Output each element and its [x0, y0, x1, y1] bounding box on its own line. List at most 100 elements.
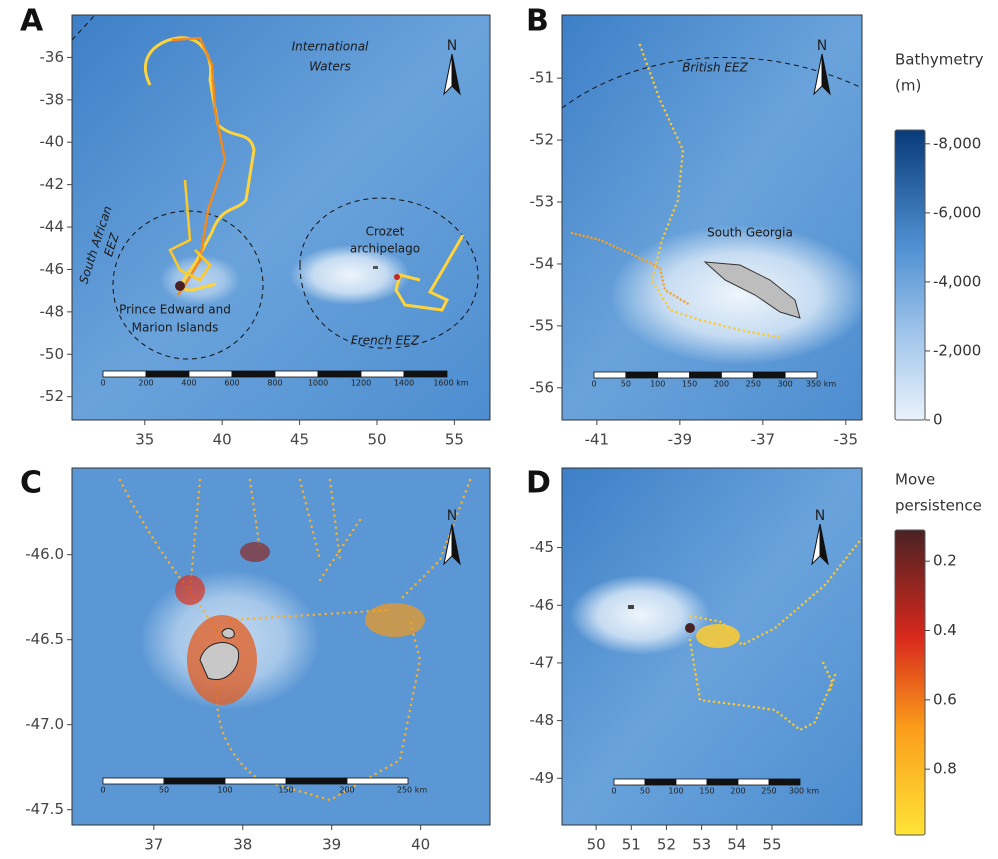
- island: [685, 623, 695, 633]
- x-tick-label: 50: [587, 836, 606, 854]
- x-tick-label: -35: [834, 431, 859, 449]
- scale-bar-segment: [164, 778, 225, 784]
- scale-bar-label: 300: [778, 380, 793, 389]
- scale-bar-segment: [189, 371, 232, 377]
- scale-bar-label: 150: [682, 380, 697, 389]
- scale-bar-segment: [738, 779, 769, 785]
- colorbar-label: 0.4: [933, 621, 957, 639]
- colorbar: [895, 130, 925, 420]
- y-tick-label: -49: [530, 769, 555, 787]
- y-tick-label: -48: [530, 711, 555, 729]
- scale-bar-label: 250: [746, 380, 761, 389]
- scale-bar-label: 1600 km: [433, 379, 469, 388]
- scale-bar-label: 150: [278, 786, 293, 795]
- y-tick-label: -54: [530, 254, 555, 272]
- scale-bar-label: 1000: [308, 379, 328, 388]
- scale-bar-label: 200: [339, 786, 354, 795]
- x-tick-label: -39: [668, 431, 693, 449]
- annotation: South Georgia: [707, 226, 793, 240]
- x-tick-label: 38: [233, 836, 252, 854]
- annotation: Marion Islands: [132, 321, 219, 335]
- map-c: [72, 468, 490, 825]
- hotspot: [696, 624, 740, 648]
- annotation: Prince Edward and: [119, 303, 231, 317]
- hotspot: [175, 575, 205, 605]
- x-tick-label: 39: [322, 836, 341, 854]
- annotation: International: [292, 40, 369, 54]
- x-tick-label: 35: [135, 431, 154, 449]
- y-tick-label: -56: [530, 378, 555, 396]
- scale-bar-label: 200: [138, 379, 153, 388]
- y-tick-label: -47: [530, 653, 555, 671]
- legend-title: (m): [895, 77, 921, 95]
- scale-bar-label: 0: [611, 787, 616, 796]
- x-tick-label: 40: [213, 431, 232, 449]
- x-tick-label: 52: [657, 836, 676, 854]
- hotspot: [394, 274, 400, 280]
- y-tick-label: -46.0: [25, 545, 64, 563]
- hotspot: [365, 603, 425, 637]
- colorbar: [895, 530, 925, 835]
- x-tick-label: 45: [290, 431, 309, 449]
- scale-bar-segment: [707, 779, 738, 785]
- panel-label: D: [526, 466, 551, 501]
- scale-bar-segment: [645, 779, 676, 785]
- x-tick-label: 51: [622, 836, 641, 854]
- scale-bar-segment: [690, 372, 722, 378]
- scale-bar-segment: [232, 371, 275, 377]
- y-tick-label: -45: [530, 538, 555, 556]
- y-tick-label: -48: [40, 302, 65, 320]
- island: [628, 605, 634, 609]
- colorbar-label: -8,000: [933, 134, 981, 152]
- x-tick-label: 55: [445, 431, 464, 449]
- x-tick-label: 40: [411, 836, 430, 854]
- scale-bar-segment: [103, 778, 164, 784]
- legend-title: persistence: [895, 497, 982, 515]
- annotation: Crozet: [366, 225, 405, 239]
- y-tick-label: -46: [40, 260, 65, 278]
- y-tick-label: -52: [530, 131, 555, 149]
- map-a: [72, 15, 490, 420]
- scale-bar-segment: [658, 372, 690, 378]
- scale-bar-label: 600: [224, 379, 239, 388]
- scale-bar-label: 400: [181, 379, 196, 388]
- scale-bar-label: 0: [100, 786, 105, 795]
- scale-bar-label: 200: [714, 380, 729, 389]
- y-tick-label: -44: [40, 218, 65, 236]
- scale-bar-label: 300 km: [789, 787, 819, 796]
- legend-title: Move: [895, 471, 935, 489]
- colorbar-label: 0.6: [933, 690, 957, 708]
- scale-bar-segment: [769, 779, 800, 785]
- y-tick-label: -40: [40, 133, 65, 151]
- scale-bar-segment: [676, 779, 707, 785]
- y-tick-label: -38: [40, 90, 65, 108]
- x-tick-label: 37: [144, 836, 163, 854]
- scale-bar-label: 200: [730, 787, 745, 796]
- island: [373, 266, 378, 269]
- y-tick-label: -42: [40, 175, 65, 193]
- y-tick-label: -50: [40, 345, 65, 363]
- shelf: [610, 225, 870, 365]
- scale-bar-label: 100: [668, 787, 683, 796]
- y-tick-label: -55: [530, 316, 555, 334]
- scale-bar-label: 100: [650, 380, 665, 389]
- north-label: N: [447, 508, 457, 524]
- y-tick-label: -46: [530, 596, 555, 614]
- scale-bar-segment: [721, 372, 753, 378]
- y-tick-label: -52: [40, 387, 65, 405]
- x-tick-label: 53: [692, 836, 711, 854]
- shelf: [570, 575, 710, 655]
- y-tick-label: -47.5: [25, 800, 64, 818]
- colorbar-label: -2,000: [933, 341, 981, 359]
- panel-label: A: [20, 4, 44, 39]
- scale-bar-label: 250 km: [397, 786, 427, 795]
- y-tick-label: -46.5: [25, 630, 64, 648]
- scale-bar-label: 50: [621, 380, 631, 389]
- colorbar-label: 0: [933, 411, 943, 429]
- x-tick-label: 50: [367, 431, 386, 449]
- scale-bar-segment: [785, 372, 817, 378]
- x-tick-label: -41: [585, 431, 610, 449]
- annotation: Waters: [309, 60, 351, 74]
- scale-bar-segment: [626, 372, 658, 378]
- scale-bar-segment: [614, 779, 645, 785]
